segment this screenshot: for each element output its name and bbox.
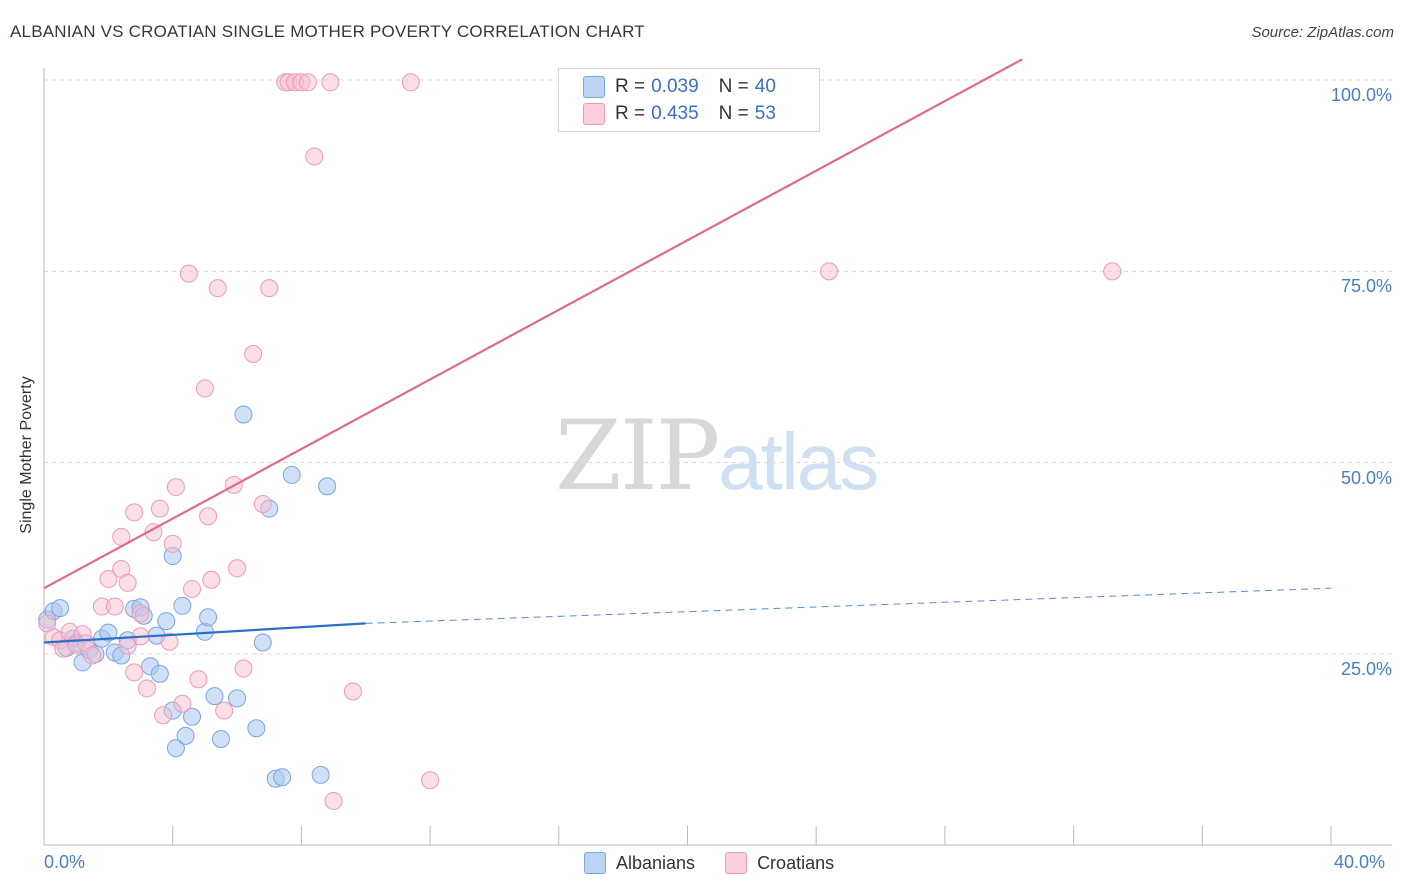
albanians-trend-line (43, 622, 366, 644)
axes (43, 68, 1392, 846)
croatians-point-22 (150, 499, 169, 518)
albanians-n-value: 40 (754, 76, 776, 97)
croatians-point-13 (118, 573, 137, 592)
croatians-point-52 (421, 771, 440, 790)
albanians-point-40 (311, 765, 330, 784)
stats-legend: R = 0.039 N = 40 R = 0.435 N = 53 (558, 68, 820, 132)
legend-row-albanians: R = 0.039 N = 40 (583, 75, 776, 99)
albanians-point-19 (150, 664, 169, 683)
albanians-r-value: 0.039 (651, 76, 699, 97)
albanians-point-2 (51, 599, 70, 618)
croatians-point-49 (324, 791, 343, 810)
albanians-point-22 (166, 739, 185, 758)
croatians-point-35 (215, 701, 234, 720)
albanians-legend-swatch (584, 852, 606, 874)
croatians-point-48 (321, 73, 340, 92)
croatians-point-8 (83, 646, 102, 665)
albanians-point-10 (99, 623, 118, 642)
croatians-point-28 (179, 264, 198, 283)
croatians-point-18 (125, 503, 144, 522)
croatians-legend-label: Croatians (757, 852, 835, 873)
albanians-trend-extension (365, 587, 1332, 624)
croatians-point-17 (118, 636, 137, 655)
albanians-point-37 (273, 768, 292, 787)
croatians-point-20 (137, 679, 156, 698)
source-credit: Source: ZipAtlas.com (1251, 24, 1394, 41)
croatians-point-33 (202, 570, 221, 589)
y-tick-label-100: 100.0% (1330, 85, 1392, 105)
croatians-point-21 (144, 523, 163, 542)
croatians-point-47 (305, 147, 324, 166)
y-tick-label-50: 50.0% (1340, 467, 1392, 488)
albanians-legend-label: Albanians (616, 852, 696, 873)
croatians-point-26 (166, 478, 185, 497)
albanians-point-20 (157, 612, 176, 631)
albanians-point-31 (228, 689, 247, 708)
albanians-point-24 (176, 726, 195, 745)
chart-title: ALBANIAN VS CROATIAN SINGLE MOTHER POVER… (10, 22, 645, 41)
x-tick-min: 0.0% (44, 852, 86, 872)
croatians-point-41 (260, 279, 279, 298)
albanians-swatch (583, 76, 605, 98)
croatians-point-46 (298, 73, 317, 92)
albanians-point-28 (199, 608, 218, 627)
croatians-point-53 (820, 262, 839, 281)
croatians-point-29 (183, 579, 202, 598)
croatians-points (38, 73, 1122, 810)
croatians-point-34 (208, 279, 227, 298)
croatians-point-23 (154, 706, 173, 725)
croatians-point-39 (244, 344, 263, 363)
croatians-point-19 (131, 604, 150, 623)
grid-lines (44, 79, 1392, 655)
croatians-n-value: 53 (754, 103, 776, 124)
albanians-points (38, 405, 337, 788)
albanians-point-33 (247, 719, 266, 738)
croatians-point-11 (105, 597, 124, 616)
albanians-point-30 (211, 729, 230, 748)
croatians-point-14 (125, 663, 144, 682)
croatians-point-31 (195, 379, 214, 398)
watermark: ZIPatlas (555, 400, 879, 512)
y-tick-label-25: 25.0% (1340, 659, 1392, 679)
albanians-point-25 (183, 707, 202, 726)
croatians-legend-swatch (725, 852, 748, 874)
albanians-point-23 (173, 596, 192, 615)
croatians-point-32 (199, 507, 218, 526)
croatians-point-50 (343, 682, 362, 701)
croatians-r-label: R = (615, 103, 646, 124)
x-tick-max: 40.0% (1334, 852, 1386, 872)
legend-row-croatians: R = 0.435 N = 53 (583, 102, 776, 126)
croatians-point-24 (160, 632, 179, 651)
croatians-point-51 (401, 73, 420, 92)
croatians-trend-line (43, 58, 1023, 590)
croatians-point-10 (99, 569, 118, 588)
croatians-point-40 (253, 494, 272, 513)
albanians-point-38 (282, 465, 301, 484)
croatians-point-25 (163, 534, 182, 553)
watermark-zip: ZIP (555, 400, 720, 512)
series-legend: Albanians Croatians (584, 852, 864, 874)
albanians-point-34 (253, 633, 272, 652)
legend-item-albanians[interactable]: Albanians (584, 852, 695, 874)
albanians-n-label: N = (718, 76, 749, 97)
croatians-swatch (583, 103, 605, 125)
albanians-point-39 (318, 477, 337, 496)
albanians-point-29 (205, 687, 224, 706)
albanians-r-label: R = (615, 76, 646, 97)
croatians-n-label: N = (718, 103, 749, 124)
croatians-point-30 (189, 670, 208, 689)
croatians-point-38 (234, 659, 253, 678)
croatians-r-value: 0.435 (651, 103, 699, 124)
croatians-point-27 (173, 694, 192, 713)
legend-item-croatians[interactable]: Croatians (725, 852, 834, 874)
y-tick-label-75: 75.0% (1340, 276, 1392, 297)
albanians-point-32 (234, 405, 253, 424)
croatians-point-37 (228, 559, 247, 578)
trend-lines (43, 58, 1332, 644)
watermark-atlas: atlas (718, 417, 879, 506)
croatians-point-54 (1103, 262, 1122, 281)
